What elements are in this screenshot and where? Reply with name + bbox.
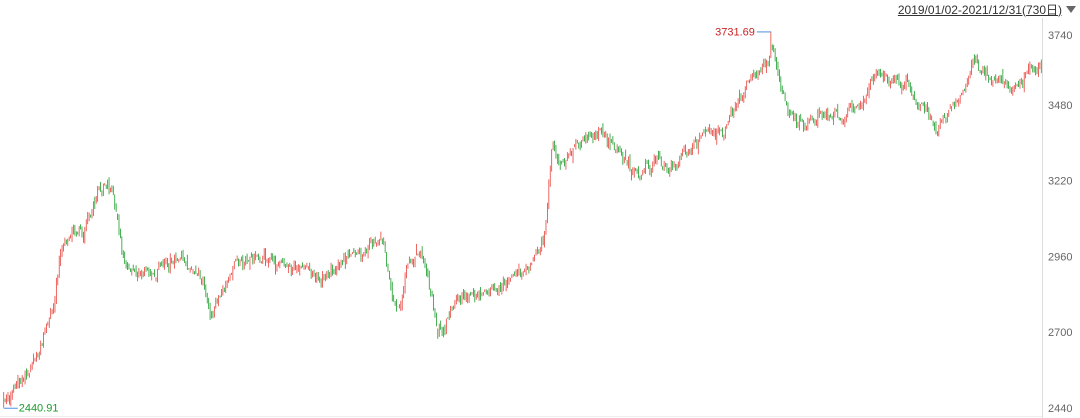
- date-range-selector[interactable]: 2019/01/02-2021/12/31(730日): [898, 0, 1076, 18]
- y-axis: 3740 3480 3220 2960 2700 2440: [1048, 30, 1072, 415]
- min-value-label: 2440.91: [19, 403, 59, 415]
- y-tick-label: 2440: [1048, 403, 1072, 415]
- y-tick-label: 2700: [1048, 327, 1072, 339]
- y-tick-label: 3480: [1048, 100, 1072, 112]
- chart-frame: [0, 18, 1043, 418]
- date-range-label[interactable]: 2019/01/02-2021/12/31(730日): [897, 2, 1062, 17]
- candle-series: [3, 31, 1042, 408]
- y-tick-label: 3220: [1048, 176, 1072, 188]
- max-value-label: 3731.69: [715, 26, 755, 38]
- y-tick-label: 3740: [1048, 30, 1072, 42]
- dropdown-arrow-icon[interactable]: [1066, 5, 1076, 13]
- annotations: 3731.69 2440.91: [3, 26, 771, 415]
- y-tick-label: 2960: [1048, 251, 1072, 263]
